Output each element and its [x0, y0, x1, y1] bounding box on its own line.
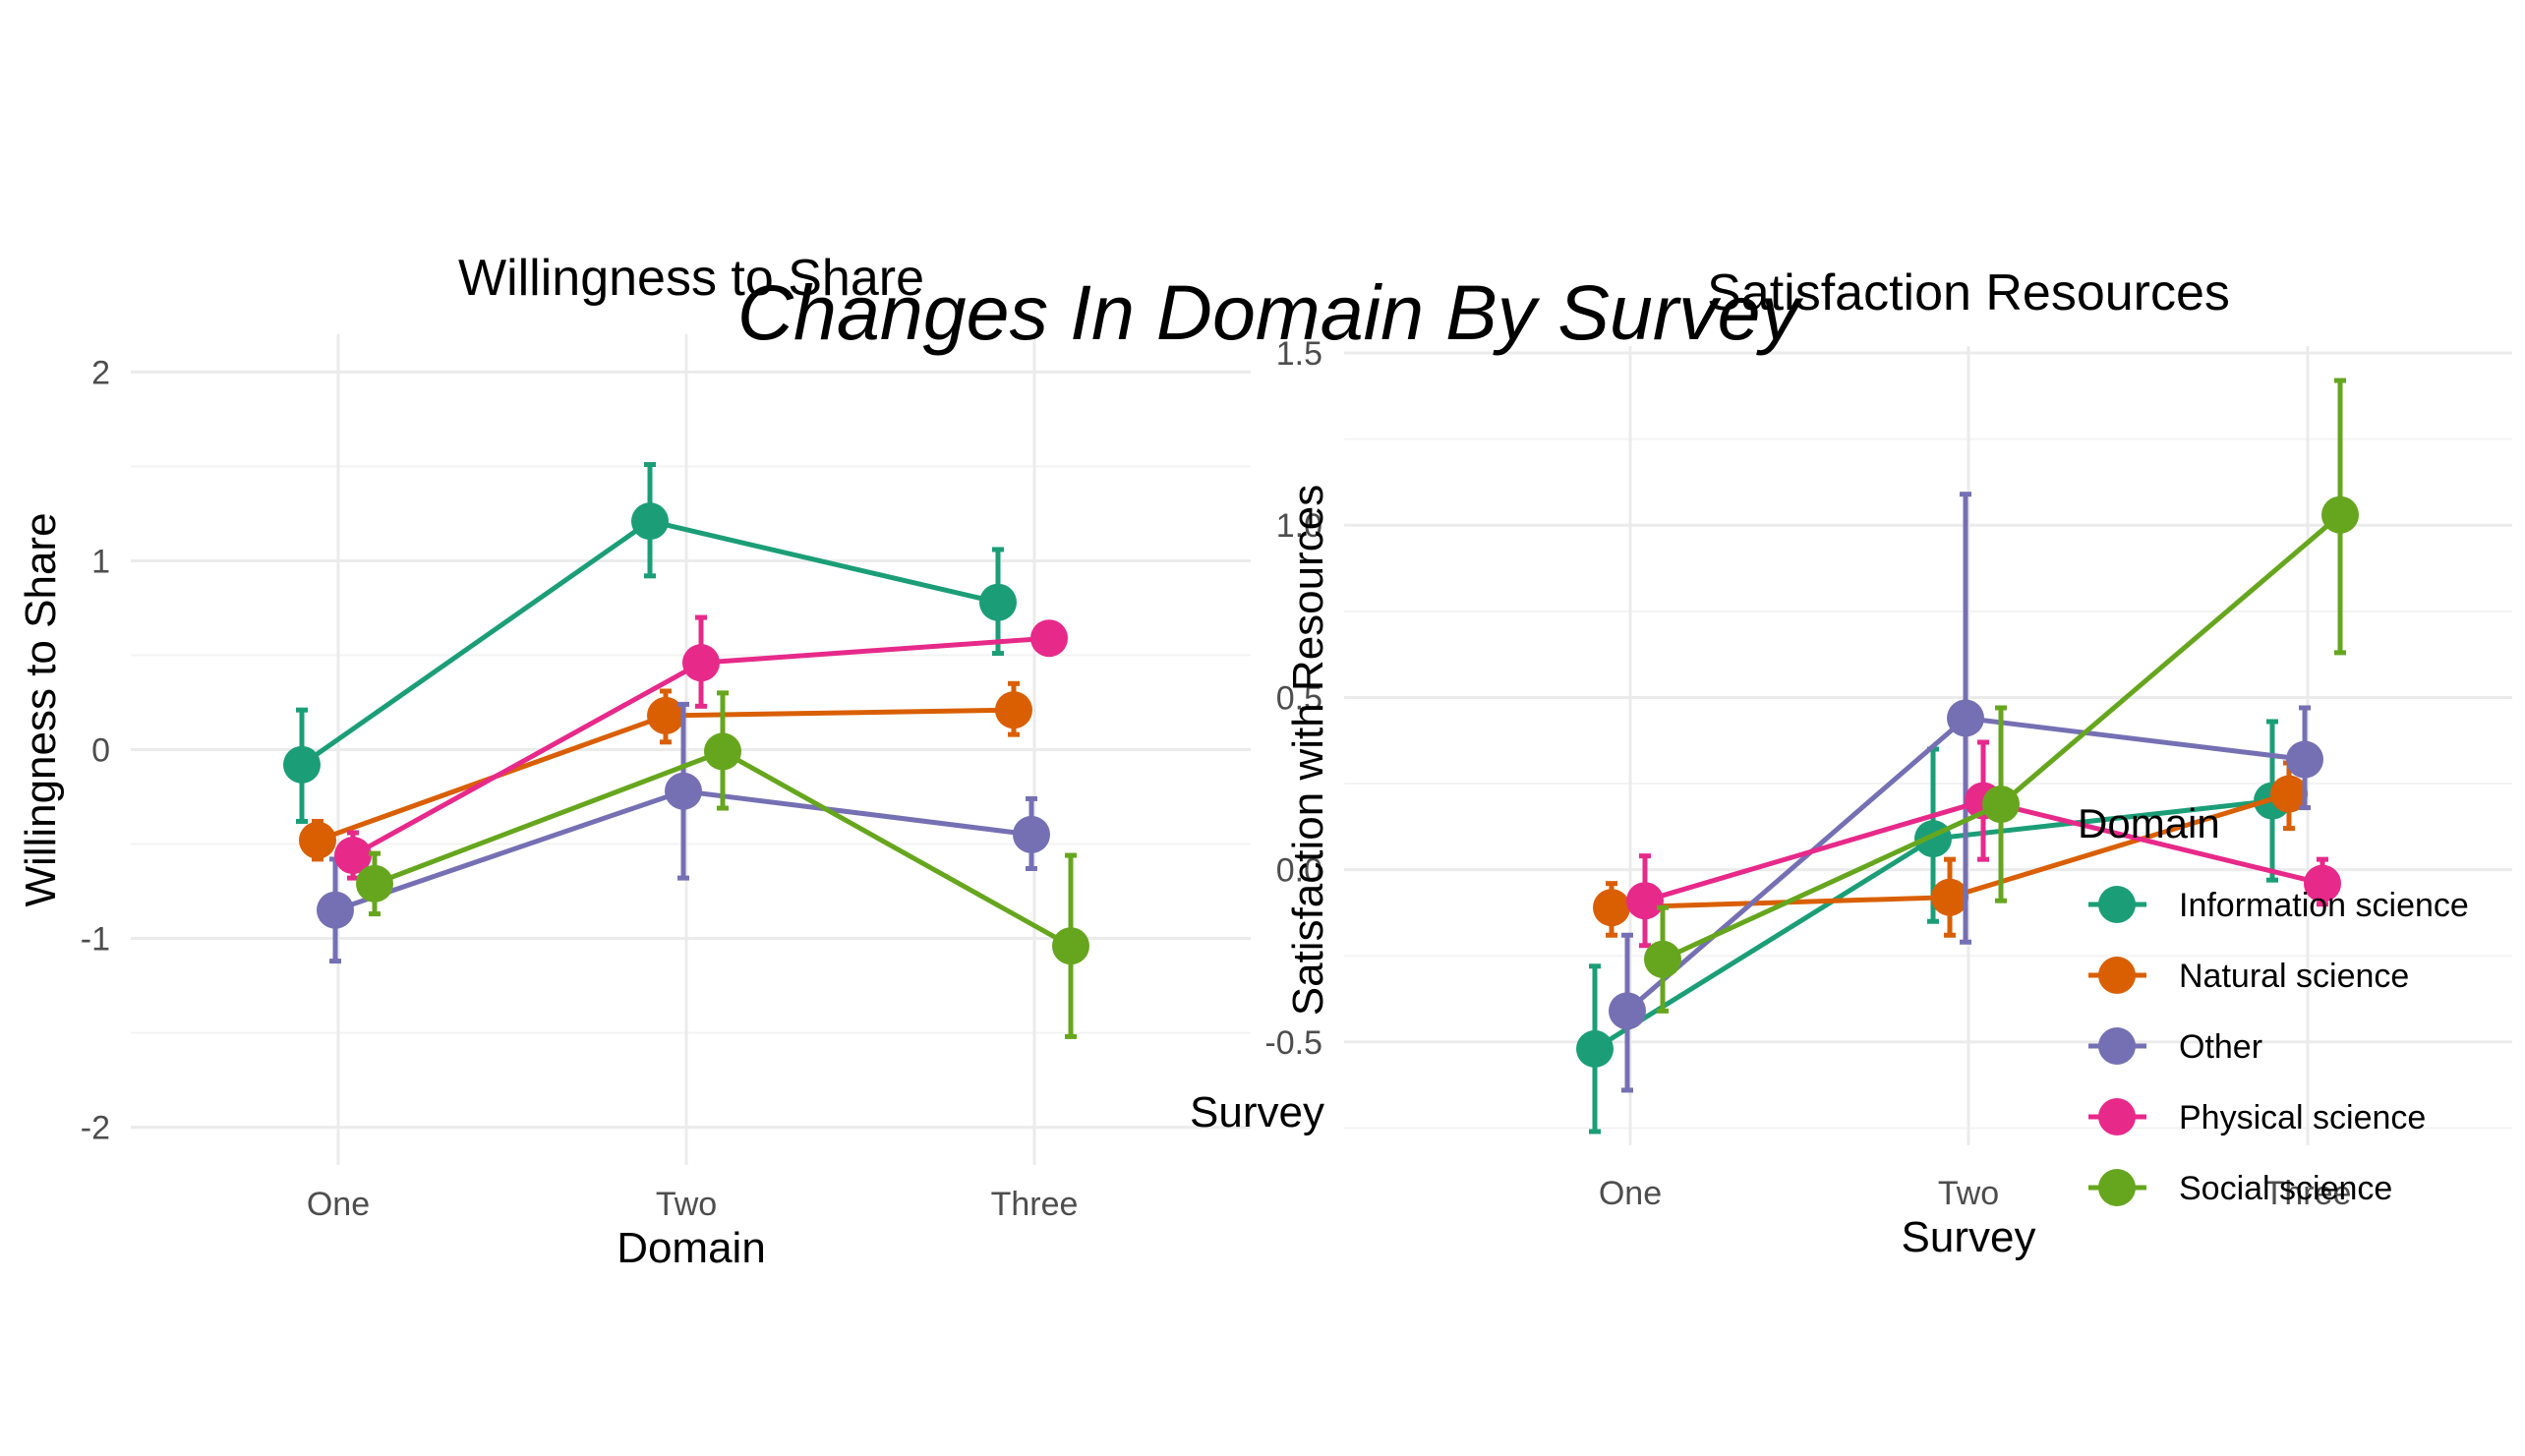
stray-survey-label: Survey — [1190, 1088, 1324, 1136]
y-tick-label: -1 — [81, 921, 110, 959]
data-point — [665, 772, 702, 810]
panel-0-x-axis-label: Domain — [617, 1224, 766, 1272]
series-natural-science — [299, 680, 1032, 862]
x-tick-label: One — [1599, 1175, 1662, 1212]
data-point — [1013, 815, 1050, 853]
legend-item-label: Information science — [2179, 887, 2469, 924]
data-point — [2286, 740, 2323, 779]
y-tick-label: 2 — [91, 354, 110, 391]
legend-item-information-science: Information science — [2088, 886, 2469, 924]
panel-0-y-ticks: -2 -1 0 1 2 — [81, 354, 110, 1146]
data-point — [631, 502, 669, 541]
data-point — [1052, 927, 1089, 965]
data-point — [995, 691, 1032, 729]
legend-title: Domain — [2078, 800, 2220, 846]
data-point — [682, 644, 720, 682]
legend-item-social-science: Social science — [2088, 1169, 2392, 1207]
y-tick-label: 1.5 — [1276, 335, 1322, 373]
legend-item-other: Other — [2088, 1027, 2262, 1066]
x-tick-label: Three — [991, 1186, 1079, 1223]
panel-0-y-axis-label: Willingness to Share — [17, 512, 65, 906]
data-point — [334, 837, 372, 875]
panel-0-x-ticks: One Two Three — [307, 1186, 1079, 1223]
legend-item-label: Physical science — [2179, 1099, 2426, 1136]
data-point — [704, 732, 741, 771]
x-tick-label: One — [307, 1186, 370, 1223]
panel-1-marks — [1576, 378, 2359, 1135]
y-tick-label: 1 — [91, 543, 110, 580]
data-point — [283, 745, 321, 784]
legend-key-point — [2098, 1098, 2136, 1136]
data-point — [647, 696, 684, 734]
series-physical-science — [334, 614, 1068, 881]
legend-item-natural-science: Natural science — [2088, 957, 2409, 995]
y-tick-label: -0.5 — [1264, 1024, 1322, 1062]
data-point — [1609, 992, 1646, 1030]
data-point — [317, 891, 354, 929]
x-tick-label: Three — [2264, 1175, 2352, 1212]
panel-1-x-ticks: One Two Three — [1599, 1175, 2352, 1212]
panel-1-y-axis-label: Satisfaction with Resources — [1284, 485, 1332, 1016]
y-tick-label: 0 — [91, 732, 110, 770]
data-point — [1644, 940, 1681, 978]
data-point — [2321, 495, 2359, 534]
panel-0-title: Willingness to Share — [458, 250, 924, 307]
panel-1-y-ticks: -0.5 0.0 0.5 1.0 1.5 — [1264, 335, 1322, 1062]
series-social-science — [356, 690, 1089, 1039]
data-point — [1626, 882, 1664, 920]
data-point — [1576, 1029, 1614, 1068]
data-point — [1931, 878, 1968, 916]
legend-item-label: Social science — [2179, 1170, 2392, 1207]
main-title: Changes In Domain By Survey — [737, 268, 1804, 356]
data-point — [1947, 699, 1984, 737]
data-point — [299, 821, 336, 859]
series-natural-science — [1593, 760, 2308, 938]
x-tick-label: Two — [1938, 1175, 1999, 1212]
data-point — [1030, 619, 1068, 658]
legend-key-point — [2098, 957, 2136, 994]
y-tick-label: 0.0 — [1276, 852, 1322, 890]
legend-key-point — [2098, 886, 2136, 923]
data-point — [356, 864, 393, 903]
data-point — [2270, 775, 2308, 813]
series-information-science — [283, 462, 1017, 824]
y-tick-label: -2 — [81, 1110, 110, 1147]
legend-item-label: Natural science — [2179, 958, 2409, 995]
data-point — [979, 583, 1017, 621]
legend-item-physical-science: Physical science — [2088, 1098, 2426, 1136]
legend-key-point — [2098, 1027, 2136, 1065]
y-tick-label: 0.5 — [1276, 679, 1322, 717]
x-tick-label: Two — [656, 1186, 717, 1223]
panel-satisfaction: -0.5 0.0 0.5 1.0 1.5 One Two Three Satisfactio… — [1264, 264, 2512, 1261]
panel-willingness: -2 -1 0 1 2 One Two Three Willingness to Share… — [17, 250, 1251, 1272]
data-point — [2304, 864, 2341, 903]
series-other — [1609, 492, 2323, 1093]
legend-items: Information science Natural science Other P… — [2088, 886, 2469, 1207]
panel-0-marks — [283, 462, 1089, 1039]
series-other — [317, 701, 1050, 964]
panel-1-grid — [1344, 346, 2512, 1145]
data-point — [1593, 889, 1630, 927]
series-social-science — [1644, 378, 2359, 1014]
panel-1-x-axis-label: Survey — [1902, 1213, 2036, 1261]
data-point — [1982, 786, 2020, 824]
legend: Domain Information science Natural scienc… — [2078, 800, 2469, 1207]
panel-0-grid — [131, 334, 1251, 1165]
legend-item-label: Other — [2179, 1028, 2262, 1066]
legend-key-point — [2098, 1169, 2136, 1206]
series-information-science — [1576, 719, 2291, 1135]
panel-1-title: Satisfaction Resources — [1707, 264, 2230, 321]
y-tick-label: 1.0 — [1276, 507, 1322, 545]
